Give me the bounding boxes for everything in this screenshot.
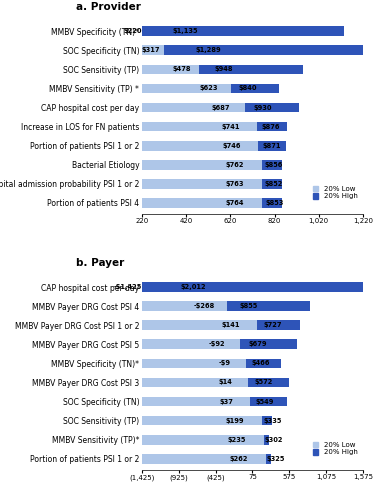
Bar (142, 416, 261, 426)
Bar (262, 160, 282, 170)
Text: $1,289: $1,289 (196, 48, 221, 54)
Bar (142, 102, 245, 113)
Bar (142, 282, 374, 292)
Bar (142, 320, 257, 330)
Bar (142, 434, 264, 444)
Text: $199: $199 (225, 418, 243, 424)
Text: $235: $235 (227, 436, 246, 442)
Bar (250, 396, 287, 406)
Bar (258, 140, 286, 150)
Text: b. Payer: b. Payer (76, 258, 124, 268)
Text: $220: $220 (124, 28, 142, 34)
Bar (142, 396, 250, 406)
Text: -$92: -$92 (209, 342, 226, 347)
Text: $855: $855 (240, 304, 258, 310)
Bar (266, 454, 271, 464)
Text: $466: $466 (251, 360, 270, 366)
Bar (142, 122, 257, 132)
Bar (262, 198, 282, 207)
Text: $317: $317 (142, 48, 160, 54)
Bar (142, 140, 258, 150)
Text: $302: $302 (265, 436, 283, 442)
Text: $1,135: $1,135 (172, 28, 198, 34)
Bar (142, 178, 262, 188)
Bar (142, 198, 262, 207)
Bar (199, 64, 303, 74)
Text: $478: $478 (172, 66, 190, 72)
Bar (257, 122, 287, 132)
Bar (142, 378, 248, 388)
Text: -$9: -$9 (219, 360, 231, 366)
Text: $853: $853 (265, 200, 283, 205)
Bar (142, 340, 240, 349)
Text: $325: $325 (267, 456, 285, 462)
Text: -$1,425: -$1,425 (114, 284, 142, 290)
Bar (142, 46, 163, 56)
Bar (227, 302, 310, 312)
Bar (231, 84, 279, 94)
Bar (142, 64, 199, 74)
Text: $871: $871 (262, 142, 281, 148)
Legend: 20% Low, 20% High: 20% Low, 20% High (312, 440, 359, 457)
Text: $335: $335 (263, 418, 282, 424)
Bar (163, 46, 374, 56)
Text: -$268: -$268 (193, 304, 214, 310)
Text: $549: $549 (255, 398, 274, 404)
Text: $856: $856 (265, 162, 283, 168)
Text: $262: $262 (229, 456, 248, 462)
Text: $2,012: $2,012 (180, 284, 206, 290)
Text: $37: $37 (220, 398, 233, 404)
Text: $14: $14 (218, 380, 232, 386)
Bar (257, 320, 300, 330)
Legend: 20% Low, 20% High: 20% Low, 20% High (312, 184, 359, 201)
Text: $840: $840 (238, 86, 257, 91)
Text: $687: $687 (211, 104, 230, 110)
Text: $572: $572 (254, 380, 273, 386)
Bar (245, 102, 299, 113)
Bar (264, 434, 269, 444)
Text: $852: $852 (265, 180, 283, 186)
Text: $623: $623 (199, 86, 218, 91)
Text: $764: $764 (226, 200, 244, 205)
Text: $876: $876 (261, 124, 280, 130)
Bar (142, 160, 262, 170)
Bar (246, 358, 281, 368)
Text: $727: $727 (264, 322, 282, 328)
Text: a. Provider: a. Provider (76, 2, 141, 12)
Text: $762: $762 (225, 162, 244, 168)
Text: $948: $948 (215, 66, 233, 72)
Bar (261, 416, 272, 426)
Text: $930: $930 (253, 104, 272, 110)
Text: $763: $763 (226, 180, 244, 186)
Bar (142, 26, 344, 36)
Text: $741: $741 (221, 124, 240, 130)
Bar (262, 178, 282, 188)
Bar (142, 84, 231, 94)
Bar (142, 454, 266, 464)
Bar (240, 340, 297, 349)
Text: $141: $141 (221, 322, 240, 328)
Bar (142, 302, 227, 312)
Text: $746: $746 (222, 142, 241, 148)
Bar (248, 378, 289, 388)
Bar (142, 358, 246, 368)
Text: $679: $679 (249, 342, 267, 347)
